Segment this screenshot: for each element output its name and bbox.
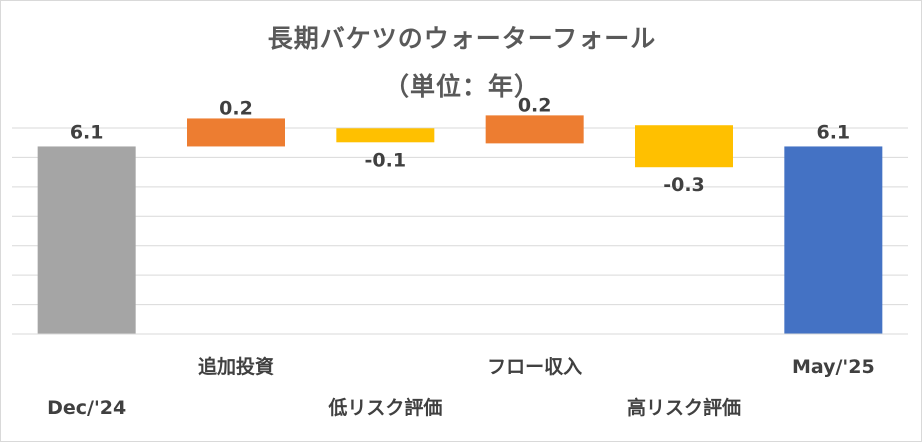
- data-label: 0.2: [518, 94, 552, 116]
- waterfall-bar: [635, 125, 733, 168]
- waterfall-bar: [784, 146, 883, 334]
- category-label: 追加投資: [198, 355, 274, 378]
- data-label: -0.1: [365, 149, 407, 171]
- data-label: 6.1: [70, 121, 104, 143]
- category-label: 低リスク評価: [327, 396, 442, 419]
- chart-title: 長期バケツのウォーターフォール: [267, 24, 657, 53]
- data-label: 0.2: [219, 97, 253, 119]
- waterfall-bar: [485, 115, 584, 144]
- category-label: Dec/'24: [47, 397, 126, 419]
- data-label: 6.1: [816, 121, 850, 143]
- waterfall-bar: [187, 118, 285, 147]
- category-label: フロー収入: [487, 356, 582, 378]
- waterfall-bar: [336, 128, 435, 143]
- chart-subtitle: （単位：年）: [383, 72, 540, 101]
- data-label: -0.3: [663, 174, 705, 196]
- waterfall-bar: [37, 146, 136, 334]
- category-label: 高リスク評価: [627, 396, 741, 419]
- category-label: May/'25: [792, 356, 875, 378]
